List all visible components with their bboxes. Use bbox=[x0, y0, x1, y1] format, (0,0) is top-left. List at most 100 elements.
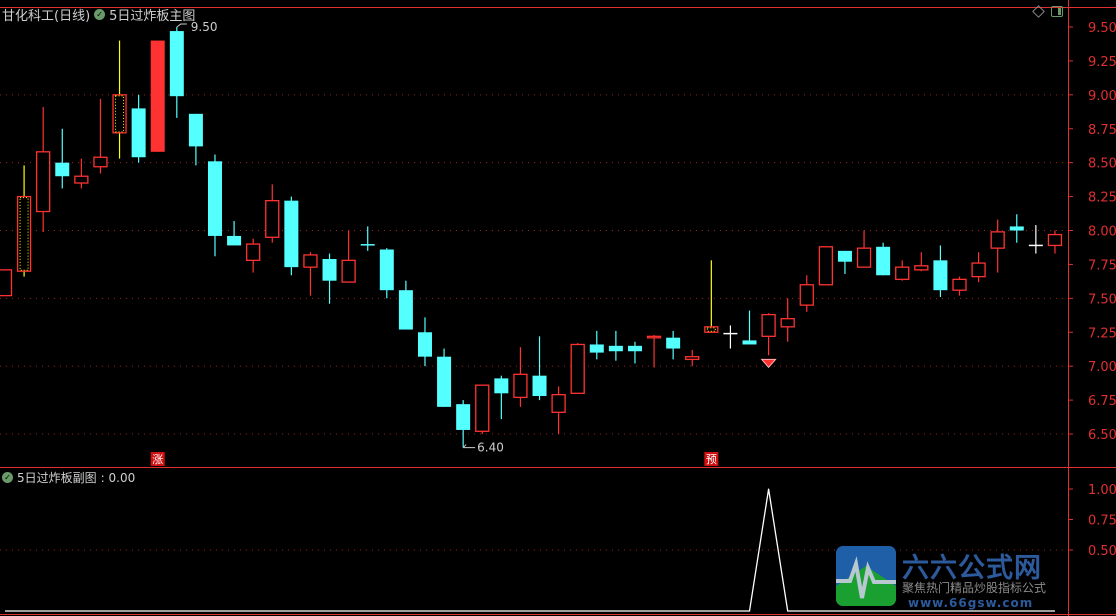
candle-body bbox=[551, 394, 566, 413]
candle-body bbox=[169, 31, 184, 97]
candle-body bbox=[131, 108, 146, 158]
signal-peak-point bbox=[768, 488, 770, 490]
candle-body bbox=[990, 231, 1005, 249]
candle-body bbox=[16, 195, 32, 272]
panel-toggle-icon[interactable] bbox=[1051, 6, 1063, 17]
candle-body bbox=[818, 246, 834, 286]
logo-mark-icon bbox=[836, 546, 896, 606]
candle bbox=[837, 250, 852, 274]
candle bbox=[971, 252, 986, 283]
candle-body bbox=[398, 290, 413, 330]
candle bbox=[0, 269, 13, 297]
stock-name: 甘化科工(日线) bbox=[2, 9, 91, 24]
candle bbox=[475, 384, 490, 435]
candle bbox=[303, 252, 318, 296]
candle-body bbox=[513, 373, 528, 399]
candle bbox=[112, 40, 127, 159]
y-tick-label: 6.75 bbox=[1088, 394, 1116, 409]
candle bbox=[131, 94, 146, 163]
sub-pane-header: ✓ 5日过炸板副图 : 0.00 bbox=[2, 469, 135, 486]
logo-name: 六六公式网 bbox=[902, 553, 1042, 584]
candle-body bbox=[971, 262, 986, 278]
candle-body bbox=[914, 265, 929, 271]
candle bbox=[207, 154, 222, 257]
candle bbox=[1047, 230, 1063, 254]
candle-body bbox=[36, 151, 51, 213]
candle-body bbox=[303, 254, 318, 268]
main-indicator-name[interactable]: 5日过炸板主图 bbox=[109, 9, 196, 24]
candle-body bbox=[417, 332, 432, 357]
y-tick-label: 9.00 bbox=[1088, 89, 1116, 104]
candle-body bbox=[207, 161, 222, 236]
candle-body bbox=[360, 244, 375, 246]
y-tick-label: 8.25 bbox=[1088, 191, 1116, 206]
candle bbox=[551, 386, 566, 435]
top-right-controls bbox=[1032, 5, 1063, 18]
candle bbox=[666, 330, 681, 360]
candle bbox=[379, 248, 394, 299]
candle-body bbox=[341, 259, 356, 283]
candle bbox=[1009, 214, 1024, 243]
gem-icon bbox=[760, 358, 777, 369]
diamond-icon[interactable] bbox=[1032, 5, 1045, 18]
candle bbox=[150, 40, 165, 152]
candle bbox=[646, 334, 662, 368]
candle-body bbox=[780, 318, 795, 328]
candle bbox=[742, 310, 757, 345]
candle bbox=[589, 330, 604, 360]
signal-dotted-box bbox=[19, 197, 29, 271]
candle-body bbox=[494, 378, 509, 394]
candle bbox=[818, 246, 834, 286]
candle-body bbox=[933, 260, 948, 291]
candle bbox=[895, 260, 910, 281]
candle-body bbox=[627, 345, 642, 352]
candle bbox=[322, 253, 337, 304]
sub-indicator-name[interactable]: 5日过炸板副图 bbox=[17, 471, 97, 485]
candle-body bbox=[799, 284, 814, 306]
candle-body bbox=[742, 340, 757, 345]
candle bbox=[933, 245, 948, 297]
candle bbox=[685, 349, 700, 367]
y-tick-label: 6.50 bbox=[1088, 428, 1116, 443]
candle-body bbox=[150, 40, 165, 152]
candle-body bbox=[112, 94, 127, 134]
candle bbox=[93, 98, 108, 174]
candle-body bbox=[589, 344, 604, 353]
candle bbox=[532, 336, 547, 401]
candle bbox=[74, 158, 89, 189]
marker-bg bbox=[150, 452, 165, 466]
main-pane-header: 甘化科工(日线) ✓ 5日过炸板主图 bbox=[2, 5, 195, 24]
candle-body bbox=[74, 175, 89, 184]
candle bbox=[265, 184, 280, 243]
check-circle-icon[interactable]: ✓ bbox=[2, 472, 13, 483]
candle bbox=[188, 113, 203, 166]
candle bbox=[856, 230, 872, 268]
candle bbox=[341, 230, 356, 283]
signal-dotted-box bbox=[706, 327, 716, 332]
candle-body bbox=[952, 278, 967, 291]
candle bbox=[513, 347, 528, 407]
candle bbox=[627, 341, 642, 364]
low-price-label: 6.40 bbox=[477, 441, 504, 455]
candle bbox=[914, 252, 929, 272]
candle bbox=[570, 343, 585, 394]
candle-body bbox=[93, 156, 108, 168]
candle bbox=[417, 317, 432, 367]
candle-body bbox=[246, 243, 261, 262]
logo-slogan: 聚焦热门精品炒股指标公式 bbox=[902, 581, 1047, 595]
y-tick-label: 9.50 bbox=[1088, 21, 1116, 36]
candle-body bbox=[0, 269, 13, 297]
check-circle-icon[interactable]: ✓ bbox=[94, 9, 106, 20]
y-tick-label: 7.25 bbox=[1088, 326, 1116, 341]
sub-y-tick-label: 0.75 bbox=[1088, 514, 1116, 529]
candle-body bbox=[284, 200, 299, 268]
candle bbox=[780, 298, 795, 342]
candle-body bbox=[876, 246, 891, 276]
candle-body bbox=[856, 247, 872, 268]
watermark-logo: 六六公式网 聚焦热门精品炒股指标公式 www.66gsw.com bbox=[836, 546, 1062, 612]
y-tick-label: 8.75 bbox=[1088, 123, 1116, 138]
high-pointer-icon bbox=[176, 23, 187, 28]
signal-dotted-box bbox=[115, 95, 125, 133]
candle-body bbox=[265, 200, 280, 238]
